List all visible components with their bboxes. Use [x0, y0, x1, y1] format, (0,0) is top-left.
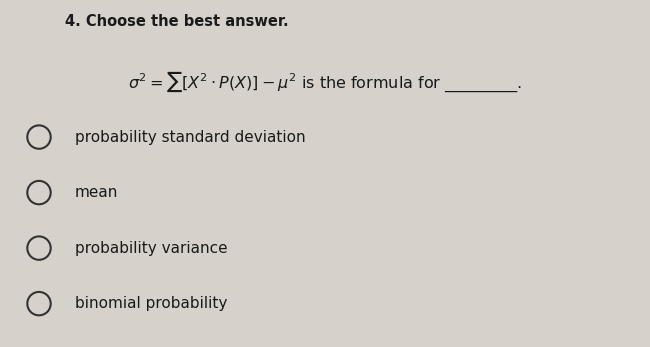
Text: probability standard deviation: probability standard deviation — [75, 129, 306, 145]
Text: $\sigma^2 = \sum[X^2 \cdot P(X)] - \mu^2$ is the formula for _________.: $\sigma^2 = \sum[X^2 \cdot P(X)] - \mu^2… — [128, 69, 522, 94]
Text: probability variance: probability variance — [75, 240, 228, 256]
Text: binomial probability: binomial probability — [75, 296, 227, 311]
Text: mean: mean — [75, 185, 118, 200]
Text: 4. Choose the best answer.: 4. Choose the best answer. — [65, 14, 289, 29]
